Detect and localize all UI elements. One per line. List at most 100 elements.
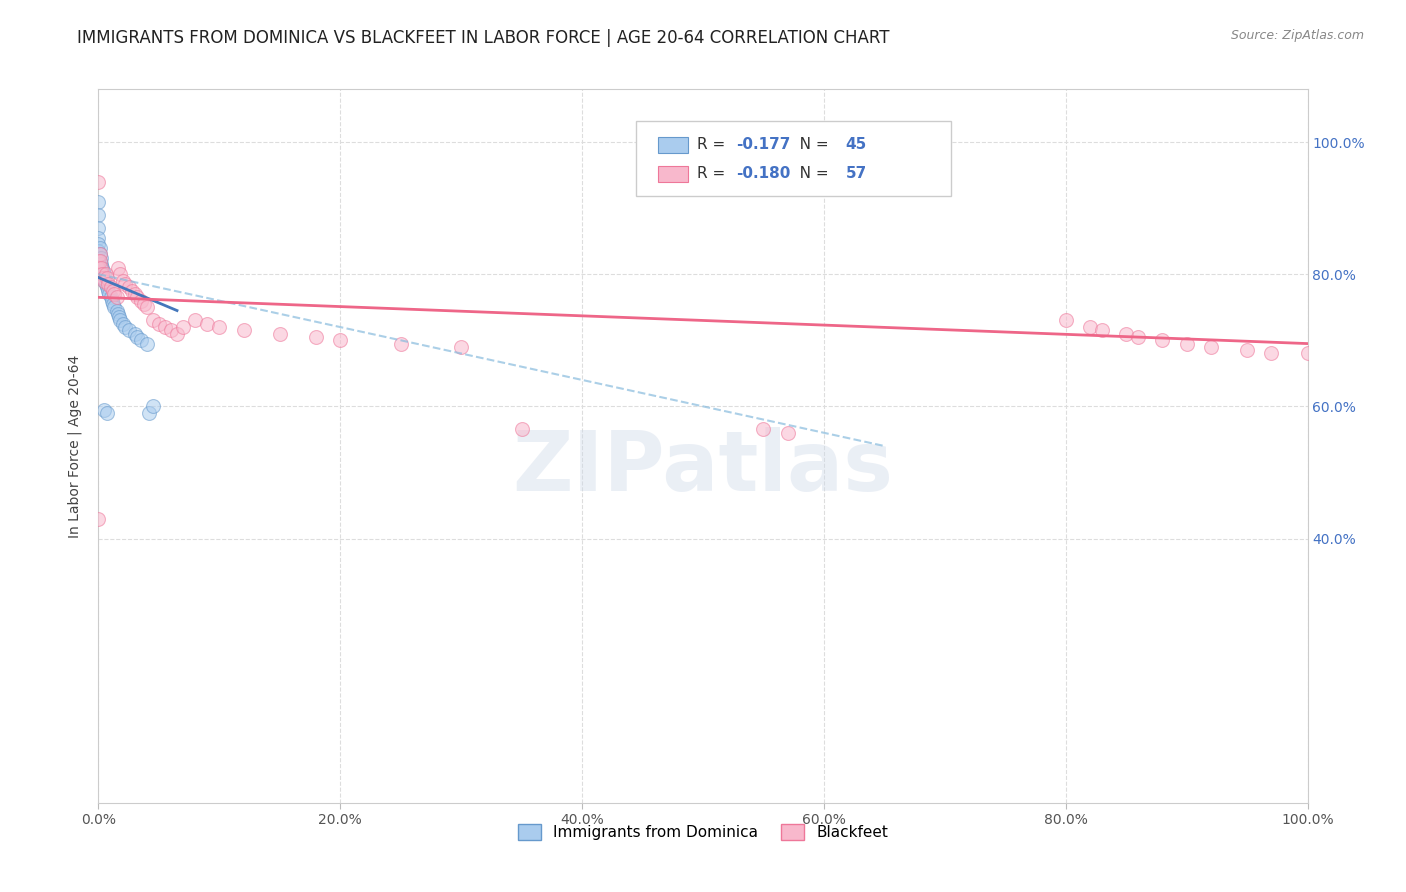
Text: N =: N = (785, 166, 834, 181)
Point (1115, 326, 1137, 341)
Point (91, 270, 114, 285)
FancyBboxPatch shape (658, 166, 689, 182)
Point (1078, 320, 1101, 334)
Point (100, 290, 122, 304)
Point (142, 400, 165, 414)
Point (87, 254, 110, 268)
Point (87, 194, 110, 209)
Point (752, 422, 775, 436)
Point (87, 231, 110, 245)
Point (121, 284, 143, 298)
Point (1128, 330, 1150, 344)
Point (93, 267, 115, 281)
Point (97, 284, 120, 298)
Point (91, 267, 114, 281)
Point (101, 297, 124, 311)
Point (1296, 346, 1319, 360)
Point (127, 290, 149, 304)
Text: N =: N = (785, 136, 834, 152)
Point (89, 247, 111, 261)
Point (87, 208, 110, 222)
Point (87, 511, 110, 525)
Point (87, 257, 110, 271)
Point (87, 175, 110, 189)
Text: 57: 57 (845, 166, 868, 181)
Point (135, 300, 157, 314)
Point (129, 293, 152, 308)
Point (107, 260, 129, 275)
Point (1054, 313, 1077, 327)
Point (96, 280, 118, 294)
Text: -0.180: -0.180 (735, 166, 790, 181)
Point (91, 270, 114, 285)
Point (153, 320, 176, 334)
Point (94, 277, 117, 292)
Point (776, 425, 799, 440)
Text: IMMIGRANTS FROM DOMINICA VS BLACKFEET IN LABOR FORCE | AGE 20-64 CORRELATION CHA: IMMIGRANTS FROM DOMINICA VS BLACKFEET IN… (77, 29, 890, 46)
Point (135, 336, 157, 351)
Point (105, 303, 128, 318)
Point (103, 287, 125, 301)
Point (96, 270, 118, 285)
Text: R =: R = (697, 136, 730, 152)
Point (100, 280, 122, 294)
Point (91, 260, 114, 275)
Point (195, 317, 218, 331)
FancyBboxPatch shape (658, 137, 689, 153)
Point (389, 336, 412, 351)
Text: ZIPatlas: ZIPatlas (513, 427, 893, 508)
Point (148, 317, 170, 331)
Point (1091, 323, 1114, 337)
Point (91, 267, 114, 281)
Point (90, 251, 112, 265)
Point (510, 422, 533, 436)
Point (89, 254, 111, 268)
Point (111, 274, 134, 288)
Text: R =: R = (697, 166, 730, 181)
Text: Source: ZipAtlas.com: Source: ZipAtlas.com (1230, 29, 1364, 42)
Y-axis label: In Labor Force | Age 20-64: In Labor Force | Age 20-64 (67, 354, 83, 538)
Point (1260, 346, 1282, 360)
Point (329, 333, 352, 347)
Point (108, 310, 131, 325)
Point (114, 320, 136, 334)
Point (90, 267, 112, 281)
Point (91, 264, 114, 278)
Point (138, 406, 160, 420)
Point (97, 277, 120, 292)
Point (108, 313, 131, 327)
Point (269, 326, 291, 341)
Point (93, 274, 115, 288)
Point (129, 333, 152, 347)
Point (93, 274, 115, 288)
Point (101, 284, 124, 298)
Point (107, 307, 129, 321)
Point (450, 340, 472, 354)
Point (89, 254, 111, 268)
Point (87, 260, 110, 275)
FancyBboxPatch shape (637, 121, 950, 196)
Point (1236, 343, 1258, 358)
Point (89, 247, 111, 261)
Point (87, 251, 110, 265)
Point (98, 287, 121, 301)
Point (172, 320, 194, 334)
Point (96, 406, 118, 420)
Point (89, 260, 111, 275)
Point (208, 320, 231, 334)
Point (118, 280, 141, 294)
Point (93, 402, 115, 417)
Point (166, 326, 188, 341)
Point (142, 313, 165, 327)
Point (111, 317, 134, 331)
Point (124, 287, 146, 301)
Point (1199, 340, 1222, 354)
Point (89, 241, 111, 255)
Point (108, 267, 131, 281)
Point (305, 330, 328, 344)
Text: -0.177: -0.177 (735, 136, 790, 152)
Legend: Immigrants from Dominica, Blackfeet: Immigrants from Dominica, Blackfeet (512, 818, 894, 847)
Point (103, 300, 125, 314)
Point (127, 330, 149, 344)
Point (87, 244, 110, 258)
